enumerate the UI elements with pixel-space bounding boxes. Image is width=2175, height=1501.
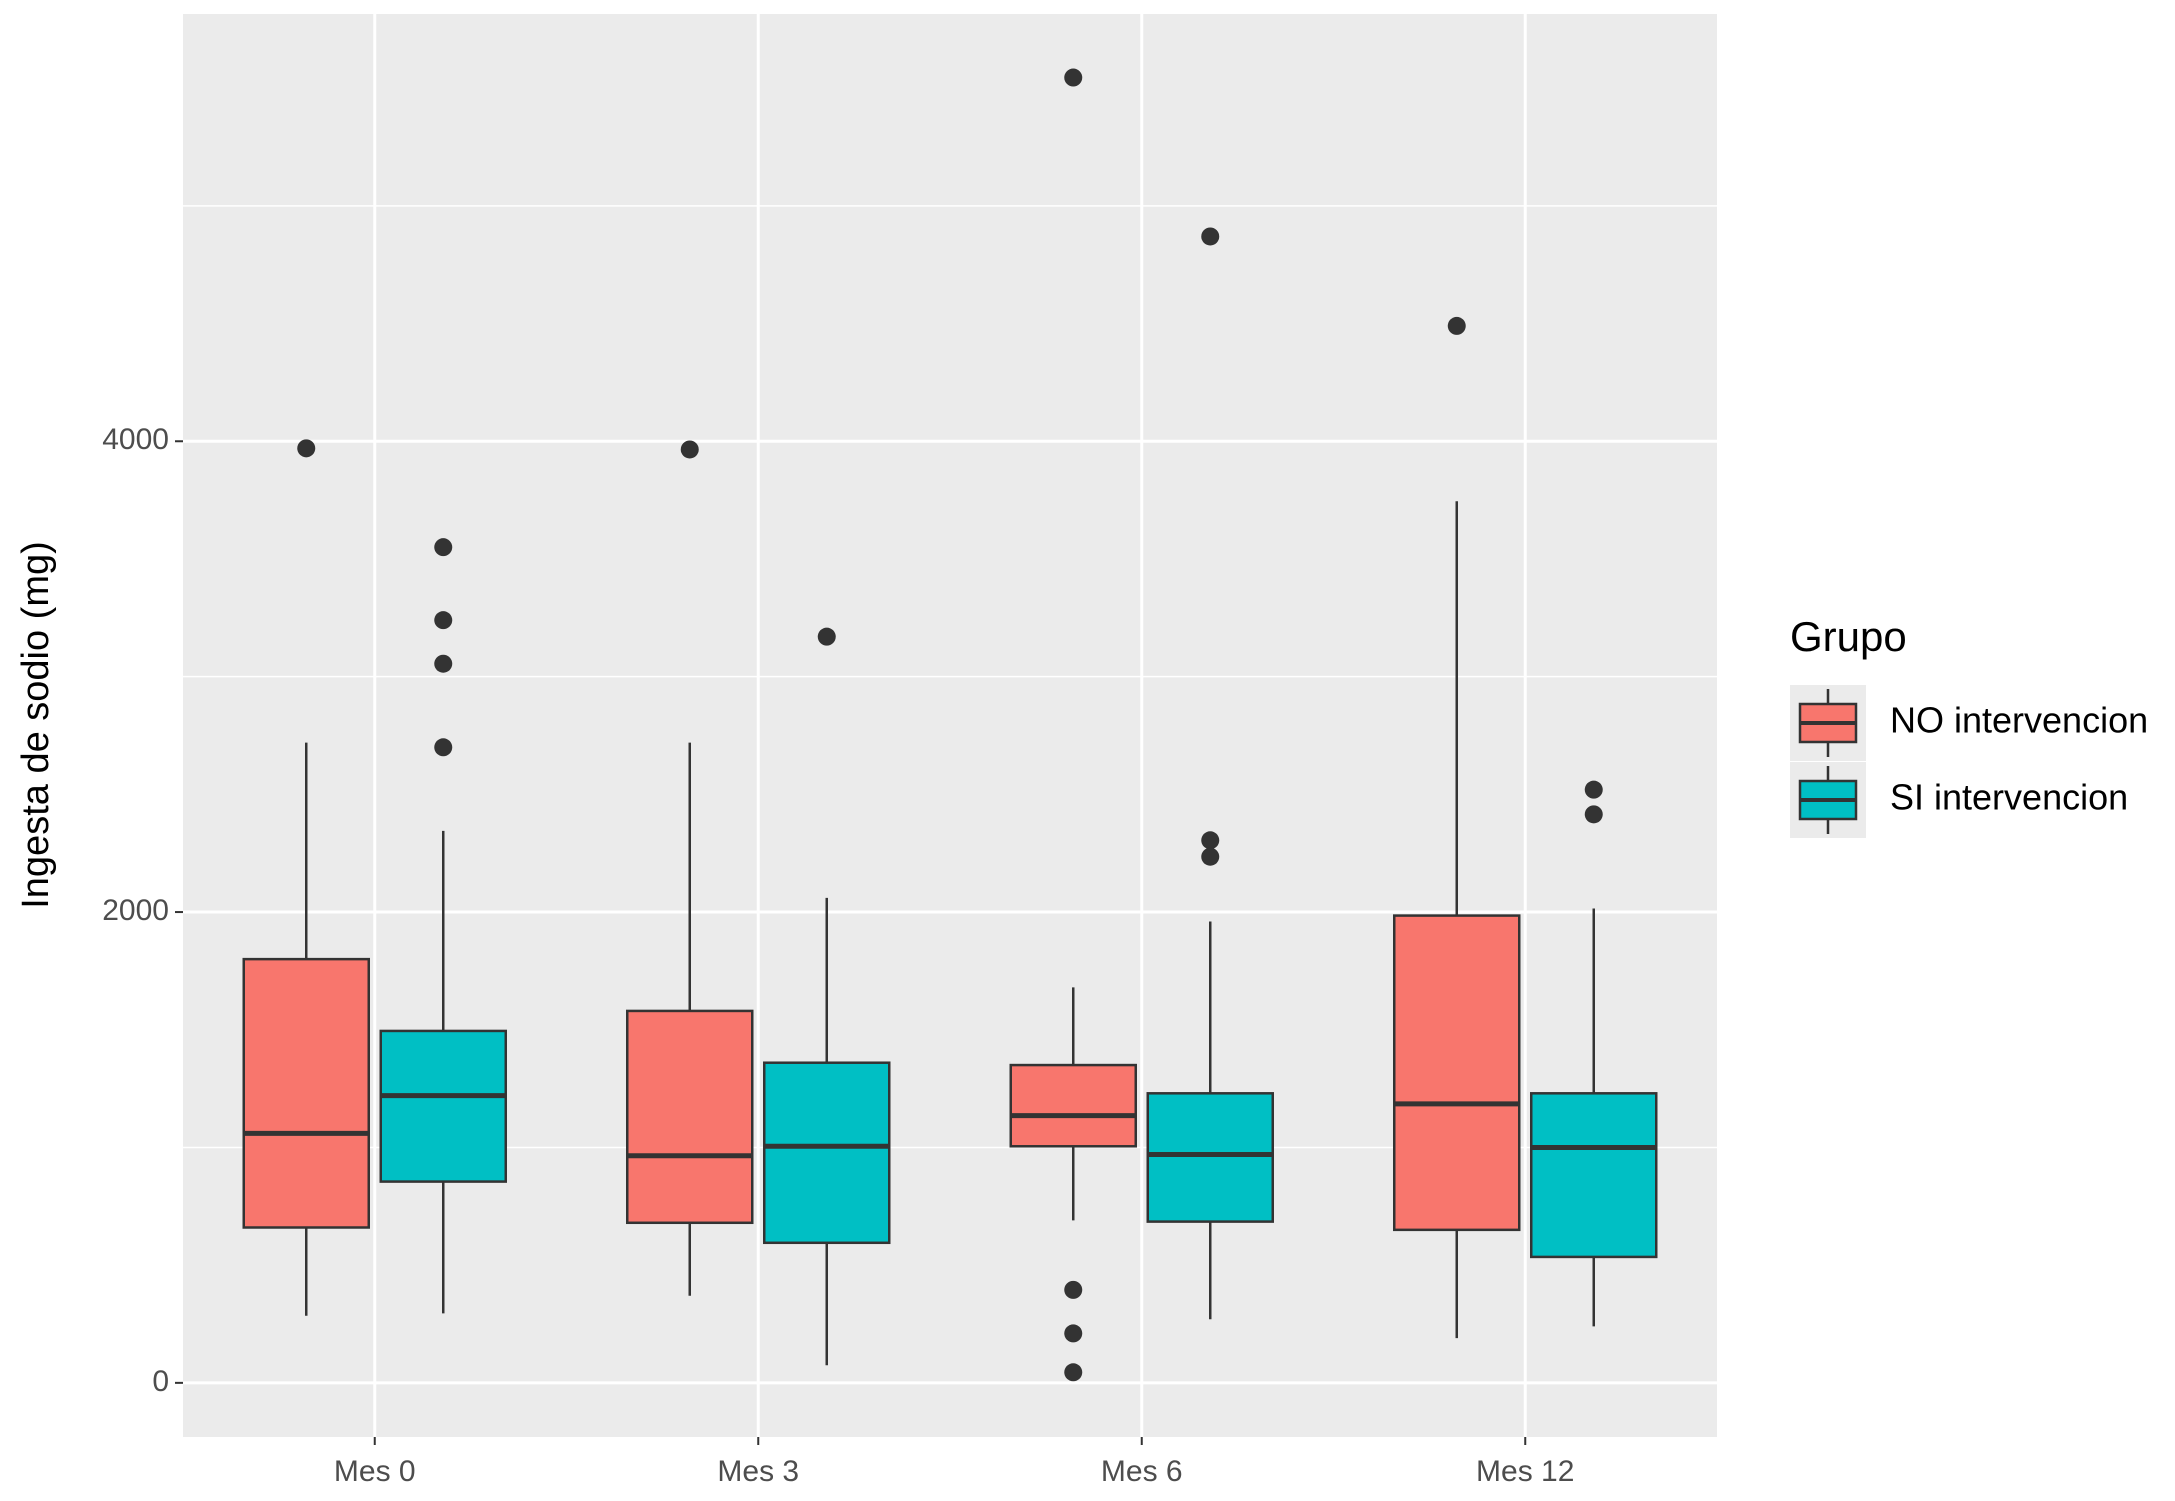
outlier	[1064, 1280, 1083, 1299]
outlier	[1201, 831, 1220, 850]
box-group	[379, 538, 507, 1314]
legend-label: NO intervencion	[1890, 700, 2148, 741]
legend: NO intervencion SI intervencion	[1790, 685, 2148, 838]
box	[242, 957, 370, 1229]
outlier	[297, 439, 316, 458]
marks	[242, 68, 1658, 1382]
legend-title: Grupo	[1790, 613, 1907, 660]
legend-label: SI intervencion	[1890, 777, 2128, 818]
box	[1146, 1092, 1274, 1223]
box	[626, 1009, 754, 1225]
box-group	[626, 440, 754, 1296]
box	[763, 1061, 891, 1245]
box	[1530, 1092, 1658, 1259]
outlier	[434, 654, 453, 673]
y-tick-label: 4000	[102, 423, 169, 456]
box-group	[763, 627, 891, 1366]
grid	[183, 14, 1717, 1437]
outlier	[434, 738, 453, 757]
outlier	[1064, 1324, 1083, 1343]
outlier	[1064, 1363, 1083, 1382]
x-tick-label: Mes 6	[1101, 1455, 1183, 1488]
outlier	[1064, 68, 1083, 87]
box	[1393, 914, 1521, 1232]
box-group	[242, 439, 370, 1316]
y-tick-label: 2000	[102, 894, 169, 927]
outlier	[434, 538, 453, 557]
box-group	[1146, 227, 1274, 1320]
box-group	[1530, 780, 1658, 1327]
outlier	[434, 611, 453, 630]
x-tick-label: Mes 12	[1476, 1455, 1574, 1488]
outlier	[1447, 316, 1466, 335]
x-tick-label: Mes 3	[717, 1455, 799, 1488]
box	[1009, 1063, 1137, 1148]
x-tick-label: Mes 0	[334, 1455, 416, 1488]
y-axis-title: Ingesta de sodio (mg)	[15, 541, 57, 909]
box-group	[1393, 316, 1521, 1339]
y-tick-label: 0	[152, 1365, 169, 1398]
outlier	[1584, 780, 1603, 799]
outlier	[817, 627, 836, 646]
box	[379, 1029, 507, 1183]
outlier	[1584, 805, 1603, 824]
box-group	[1009, 68, 1137, 1382]
outlier	[1201, 227, 1220, 246]
outlier	[680, 440, 699, 459]
outlier	[1201, 847, 1220, 866]
